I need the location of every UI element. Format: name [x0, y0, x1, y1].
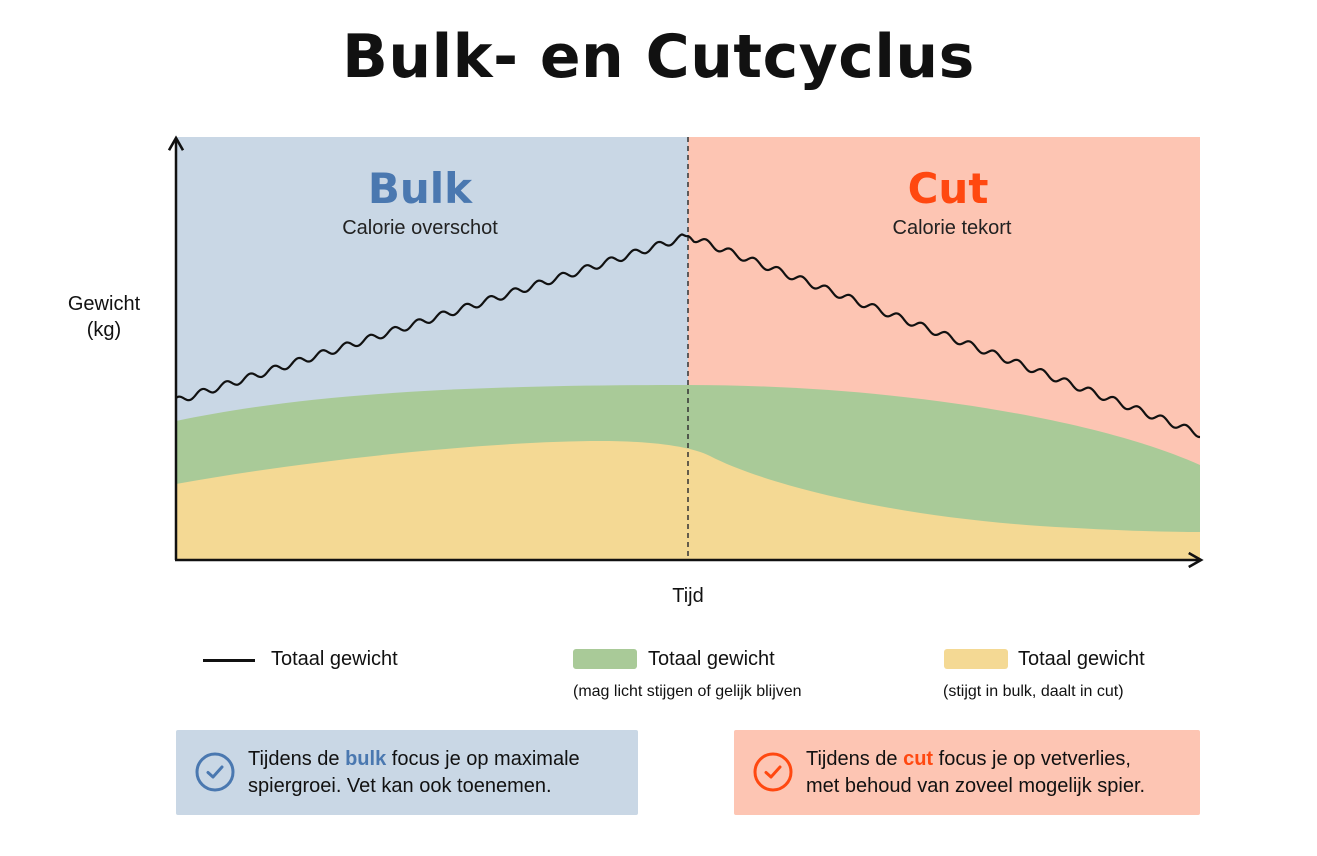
cut-phase-subtitle: Calorie tekort — [893, 217, 1012, 239]
bulk-note-text: Tijdens de bulk focus je op maximale spi… — [248, 746, 580, 800]
cut-note-highlight: cut — [903, 748, 934, 770]
bulk-phase-title: Bulk — [368, 164, 473, 213]
bulk-phase-subtitle: Calorie overschot — [342, 217, 498, 239]
legend-line-swatch — [203, 659, 255, 662]
cut-note-line2: met behoud van zoveel mogelijk spier. — [806, 775, 1146, 797]
legend-item-green: Totaal gewicht — [648, 648, 775, 670]
bulk-note-highlight: bulk — [345, 748, 387, 770]
y-axis-label-line2: (kg) — [87, 319, 121, 341]
legend-green-swatch — [573, 649, 637, 669]
x-axis-label: Tijd — [672, 585, 703, 607]
legend-sub-green: (mag licht stijgen of gelijk blijven — [573, 683, 802, 700]
check-circle-icon — [753, 752, 793, 792]
bulk-cut-diagram: Bulk Calorie overschot Cut Calorie tekor… — [68, 135, 1204, 607]
y-axis-label-line1: Gewicht — [68, 293, 141, 315]
bulk-note-box: Tijdens de bulk focus je op maximale spi… — [176, 730, 638, 815]
total-weight-line — [175, 233, 1201, 439]
legend-yellow-swatch — [944, 649, 1008, 669]
bulk-note-post: focus je op maximale — [386, 748, 580, 770]
cut-note-post: focus je op vetverlies, — [933, 748, 1131, 770]
check-circle-icon — [195, 752, 235, 792]
bulk-note-pre: Tijdens de — [248, 748, 346, 770]
cut-note-text: Tijdens de cut focus je op vetverlies, m… — [806, 746, 1145, 800]
bulk-note-line2: spiergroei. Vet kan ook toenemen. — [248, 775, 552, 797]
page-title: Bulk- en Cutcyclus — [342, 22, 975, 92]
legend-sub-yellow: (stijgt in bulk, daalt in cut) — [943, 683, 1124, 700]
cut-phase-title: Cut — [908, 164, 989, 213]
cut-note-box: Tijdens de cut focus je op vetverlies, m… — [734, 730, 1200, 815]
legend-item-total-weight: Totaal gewicht — [271, 648, 398, 670]
cut-note-pre: Tijdens de — [806, 748, 904, 770]
legend-item-yellow: Totaal gewicht — [1018, 648, 1145, 670]
